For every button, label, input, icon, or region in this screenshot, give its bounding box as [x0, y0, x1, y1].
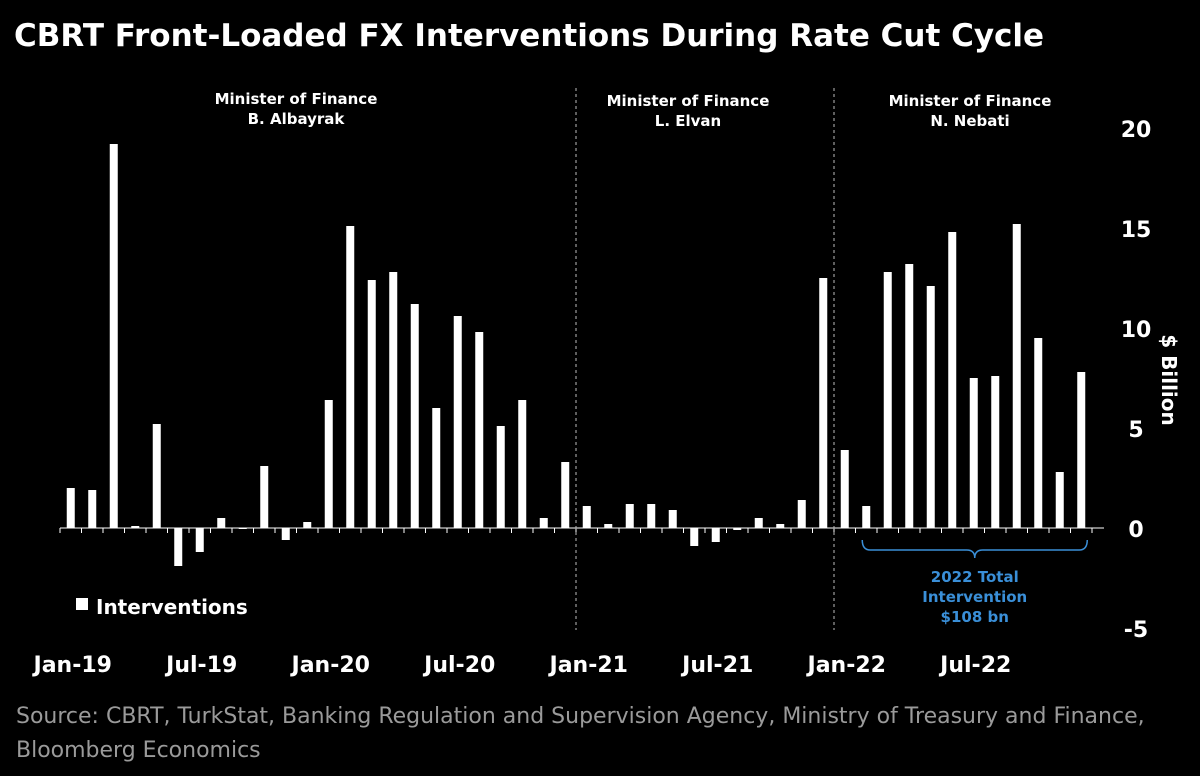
legend-label: Interventions — [96, 595, 248, 619]
y-tick-label: -5 — [1124, 618, 1148, 643]
bar-2019-03 — [109, 144, 118, 528]
bar-2019-02 — [88, 490, 97, 528]
bar-2019-05 — [152, 424, 161, 528]
chart-axes — [59, 527, 1104, 533]
bar-2022-12 — [1077, 372, 1086, 528]
bar-2022-03 — [883, 272, 892, 528]
bar-2021-11 — [797, 500, 806, 528]
bar-2019-04 — [131, 526, 140, 528]
bar-2019-09 — [238, 528, 247, 529]
bar-2019-07 — [195, 528, 204, 552]
bar-2022-05 — [926, 286, 935, 528]
bar-2019-08 — [217, 518, 226, 528]
bar-2022-11 — [1055, 472, 1064, 528]
source-note: Source: CBRT, TurkStat, Banking Regulati… — [16, 704, 1145, 763]
bar-2022-04 — [905, 264, 914, 528]
x-tick-label: Jan-20 — [290, 653, 370, 678]
bar-2019-10 — [260, 466, 269, 528]
bar-2020-05 — [410, 304, 419, 528]
annotation-line2: Intervention — [922, 588, 1027, 606]
y-axis-label: $ Billion — [1157, 334, 1181, 426]
bar-2021-04 — [647, 504, 656, 528]
x-axis-labels: Jan-19 Jul-19 Jan-20 Jul-20 Jan-21 Jul-21 Jan-… — [32, 653, 1012, 678]
y-axis-labels: -5 0 5 10 15 20 — [1121, 118, 1152, 643]
bar-2020-01 — [324, 400, 333, 528]
bar-2020-10 — [518, 400, 527, 528]
x-tick-label: Jul-20 — [422, 653, 495, 678]
annotation-line3: $108 bn — [941, 608, 1009, 626]
bar-2022-02 — [862, 506, 871, 528]
x-tick-label: Jan-22 — [806, 653, 886, 678]
period-label-nebati-line1: Minister of Finance — [889, 92, 1052, 110]
chart: Minister of Finance B. Albayrak Minister… — [32, 88, 1181, 678]
y-tick-label: 15 — [1121, 218, 1152, 243]
x-tick-label: Jan-21 — [548, 653, 628, 678]
bar-2020-03 — [367, 280, 376, 528]
chart-title: CBRT Front-Loaded FX Interventions Durin… — [14, 18, 1045, 54]
bar-2019-01 — [66, 488, 75, 528]
x-tick-label: Jul-19 — [164, 653, 237, 678]
bar-2021-02 — [604, 524, 613, 528]
x-tick-label: Jan-19 — [32, 653, 112, 678]
bar-2021-10 — [776, 524, 785, 528]
bar-2020-06 — [432, 408, 441, 528]
bar-2020-04 — [389, 272, 398, 528]
bar-2020-07 — [453, 316, 462, 528]
period-label-elvan-line2: L. Elvan — [655, 112, 721, 130]
period-label-albayrak-line1: Minister of Finance — [215, 90, 378, 108]
x-tick-label: Jul-21 — [680, 653, 753, 678]
bar-2022-08 — [991, 376, 1000, 528]
bar-2020-12 — [561, 462, 570, 528]
y-tick-label: 5 — [1128, 418, 1143, 443]
bar-2022-01 — [840, 450, 849, 528]
period-dividers — [575, 88, 835, 630]
bar-2021-01 — [582, 506, 591, 528]
bar-2022-10 — [1034, 338, 1043, 528]
bar-2019-12 — [303, 522, 312, 528]
y-tick-label: 20 — [1121, 118, 1152, 143]
bar-2021-12 — [819, 278, 828, 528]
bar-2021-05 — [668, 510, 677, 528]
bar-2022-07 — [969, 378, 978, 528]
legend-swatch — [76, 598, 88, 610]
bar-2022-09 — [1012, 224, 1021, 528]
bar-2021-03 — [625, 504, 634, 528]
bar-2021-07 — [711, 528, 720, 542]
bar-2020-08 — [475, 332, 484, 528]
bars — [66, 144, 1086, 566]
bar-2020-11 — [539, 518, 548, 528]
period-label-nebati-line2: N. Nebati — [930, 112, 1009, 130]
period-label-albayrak-line2: B. Albayrak — [248, 110, 346, 128]
y-tick-label: 10 — [1121, 318, 1152, 343]
bar-2020-09 — [496, 426, 505, 528]
bar-2021-08 — [733, 528, 742, 530]
annotation-line1: 2022 Total — [931, 568, 1019, 586]
bar-2019-11 — [281, 528, 290, 540]
bar-2022-06 — [948, 232, 957, 528]
x-tick-label: Jul-22 — [938, 653, 1011, 678]
bar-2020-02 — [346, 226, 355, 528]
period-label-elvan-line1: Minister of Finance — [607, 92, 770, 110]
bar-2021-06 — [690, 528, 699, 546]
bar-2019-06 — [174, 528, 183, 566]
y-tick-label: 0 — [1128, 518, 1143, 543]
annotation-bracket — [861, 539, 1088, 559]
bar-2021-09 — [754, 518, 763, 528]
